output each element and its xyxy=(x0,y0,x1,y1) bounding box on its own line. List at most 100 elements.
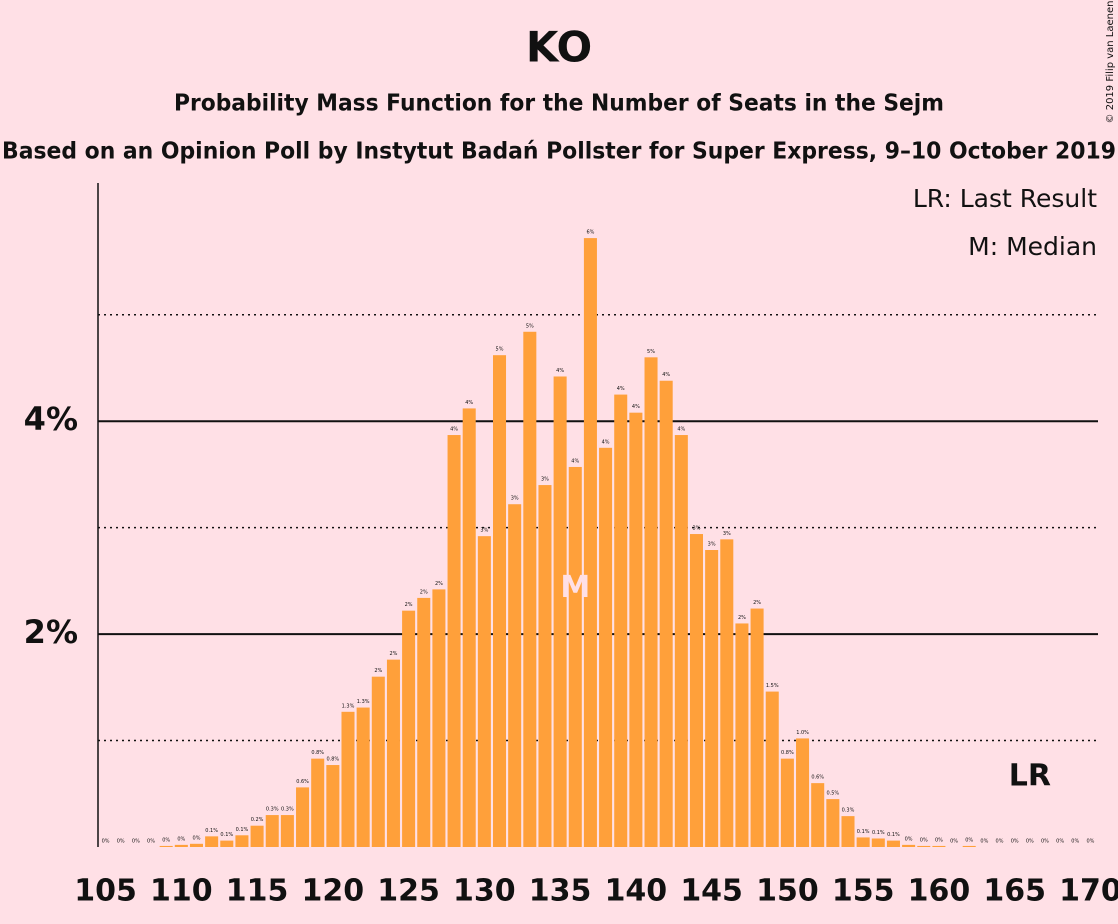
y-tick-label: 4% xyxy=(24,400,78,438)
value-label: 0.1% xyxy=(220,832,233,838)
value-label: 3% xyxy=(541,477,549,483)
x-tick-label: 140 xyxy=(605,874,668,909)
value-label: 4% xyxy=(677,427,685,433)
bar xyxy=(614,394,628,847)
value-label: 0% xyxy=(147,839,155,845)
bar xyxy=(735,623,749,847)
bar xyxy=(523,331,537,848)
value-label: 4% xyxy=(465,400,473,406)
bar xyxy=(174,844,188,847)
value-label: 0% xyxy=(177,836,185,842)
value-label: 0% xyxy=(965,837,973,843)
value-label: 0% xyxy=(102,839,110,845)
value-label: 1.3% xyxy=(342,703,355,709)
bar xyxy=(235,835,249,847)
value-label: 3% xyxy=(708,542,716,548)
chart-subtitle: Probability Mass Function for the Number… xyxy=(174,91,944,117)
bar xyxy=(856,837,870,847)
value-label: 0% xyxy=(950,839,958,845)
value-label: 0% xyxy=(1056,839,1064,845)
value-label: 3% xyxy=(693,526,701,532)
bar xyxy=(250,825,264,847)
value-label: 0% xyxy=(132,839,140,845)
value-label: 0.8% xyxy=(781,750,794,756)
value-label: 2% xyxy=(738,615,746,621)
bar xyxy=(477,536,491,847)
x-tick-label: 110 xyxy=(150,874,213,909)
value-label: 0% xyxy=(980,839,988,845)
value-label: 0.2% xyxy=(251,817,264,823)
x-tick-label: 150 xyxy=(756,874,819,909)
value-label: 5% xyxy=(526,323,534,329)
value-label: 2% xyxy=(435,581,443,587)
x-tick-label: 115 xyxy=(226,874,289,909)
chart-subtitle: Based on an Opinion Poll by Instytut Bad… xyxy=(2,139,1116,165)
value-label: 0.1% xyxy=(887,832,900,838)
x-tick-label: 155 xyxy=(832,874,895,909)
value-label: 0.1% xyxy=(236,827,249,833)
value-label: 0% xyxy=(996,839,1004,845)
x-tick-label: 125 xyxy=(377,874,440,909)
value-label: 0.3% xyxy=(281,807,294,813)
bar xyxy=(932,845,946,847)
bar xyxy=(826,799,840,847)
value-label: 0.8% xyxy=(311,750,324,756)
value-label: 0.1% xyxy=(857,829,870,835)
x-tick-label: 120 xyxy=(302,874,365,909)
value-label: 0.1% xyxy=(205,828,218,834)
bar xyxy=(568,466,582,847)
value-label: 3% xyxy=(723,531,731,537)
bar xyxy=(386,659,400,847)
value-label: 0.1% xyxy=(872,830,885,836)
bar xyxy=(780,758,794,847)
value-label: 4% xyxy=(602,439,610,445)
y-tick-label: 2% xyxy=(24,613,78,651)
value-label: 1.0% xyxy=(796,730,809,736)
last-result-marker: LR xyxy=(1009,759,1051,794)
bar xyxy=(917,845,931,847)
bar xyxy=(796,738,810,847)
value-label: 5% xyxy=(647,349,655,355)
value-label: 4% xyxy=(617,386,625,392)
bar xyxy=(220,840,234,847)
value-label: 0% xyxy=(1071,839,1079,845)
bar xyxy=(599,447,613,847)
bar xyxy=(417,597,431,847)
x-tick-label: 130 xyxy=(453,874,516,909)
value-label: 2% xyxy=(420,589,428,595)
value-label: 2% xyxy=(753,600,761,606)
x-tick-label: 105 xyxy=(74,874,137,909)
bar xyxy=(553,376,567,847)
value-label: 4% xyxy=(556,368,564,374)
legend-entry: LR: Last Result xyxy=(913,184,1097,213)
bar xyxy=(189,843,203,847)
bar xyxy=(629,412,643,847)
value-label: 0% xyxy=(905,836,913,842)
value-label: 3% xyxy=(511,496,519,502)
x-tick-label: 145 xyxy=(680,874,743,909)
bar xyxy=(659,380,673,847)
value-label: 0% xyxy=(1041,839,1049,845)
value-label: 2% xyxy=(374,668,382,674)
value-label: 0% xyxy=(920,837,928,843)
bar xyxy=(538,485,552,847)
value-label: 0% xyxy=(1086,839,1094,845)
bar xyxy=(356,707,370,847)
chart-title: KO xyxy=(526,23,592,72)
bar xyxy=(280,815,294,847)
value-label: 1.5% xyxy=(766,683,779,689)
bar xyxy=(689,534,703,847)
bar xyxy=(205,836,219,847)
bar xyxy=(265,815,279,847)
x-tick-label: 165 xyxy=(983,874,1046,909)
value-label: 5% xyxy=(496,347,504,353)
bar xyxy=(841,816,855,847)
bar xyxy=(326,765,340,847)
x-tick-label: 160 xyxy=(908,874,971,909)
x-tick-label: 170 xyxy=(1059,874,1118,909)
value-label: 4% xyxy=(450,427,458,433)
bar xyxy=(311,758,325,847)
bar xyxy=(432,589,446,847)
value-label: 0% xyxy=(117,839,125,845)
